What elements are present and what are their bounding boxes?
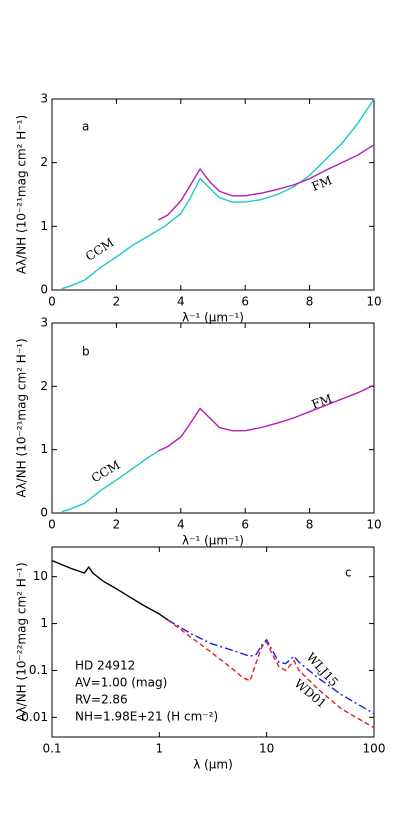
x-tick-label: 10 bbox=[366, 295, 381, 309]
series-label: FM bbox=[310, 391, 334, 411]
x-tick-label: 10 bbox=[259, 742, 274, 756]
x-tick-label: 0.1 bbox=[42, 742, 61, 756]
y-tick-label: 0.1 bbox=[29, 663, 48, 677]
series-line bbox=[51, 559, 169, 621]
x-axis-label: λ (μm) bbox=[193, 758, 233, 772]
y-axis-label: Aλ/NH (10⁻²²mag cm² H⁻¹) bbox=[15, 562, 29, 721]
x-tick-label: 10 bbox=[366, 518, 381, 532]
annotation: NH=1.98E+21 (H cm⁻²) bbox=[75, 710, 218, 724]
series-line bbox=[158, 384, 375, 452]
annotation: RV=2.86 bbox=[75, 693, 128, 707]
y-axis-label: Aλ/NH (10⁻²¹mag cm² H⁻¹) bbox=[15, 115, 29, 274]
x-tick-label: 0 bbox=[48, 295, 56, 309]
y-tick-label: 0 bbox=[40, 506, 48, 520]
series-line bbox=[167, 619, 375, 715]
y-tick-label: 2 bbox=[40, 379, 48, 393]
y-tick-label: 10 bbox=[33, 569, 48, 583]
x-tick-label: 6 bbox=[241, 518, 249, 532]
y-tick-label: 3 bbox=[40, 316, 48, 330]
y-tick-label: 1 bbox=[40, 616, 48, 630]
x-axis-label: λ⁻¹ (μm⁻¹) bbox=[182, 311, 244, 325]
y-axis-label: Aλ/NH (10⁻²¹mag cm² H⁻¹) bbox=[15, 338, 29, 497]
x-tick-label: 0 bbox=[48, 518, 56, 532]
x-tick-label: 1 bbox=[156, 742, 164, 756]
y-tick-label: 2 bbox=[40, 155, 48, 169]
x-tick-label: 4 bbox=[177, 518, 185, 532]
x-tick-label: 2 bbox=[113, 295, 121, 309]
x-tick-label: 4 bbox=[177, 295, 185, 309]
x-tick-label: 2 bbox=[113, 518, 121, 532]
y-tick-label: 3 bbox=[40, 92, 48, 106]
x-tick-label: 8 bbox=[306, 518, 314, 532]
y-tick-label: 1 bbox=[40, 442, 48, 456]
y-tick-label: 1 bbox=[40, 219, 48, 233]
panel-label: b bbox=[82, 345, 90, 359]
x-tick-label: 100 bbox=[363, 742, 386, 756]
plot-frame bbox=[51, 546, 375, 738]
y-tick-label: 0 bbox=[40, 283, 48, 297]
x-axis-label: λ⁻¹ (μm⁻¹) bbox=[182, 534, 244, 548]
series-line bbox=[167, 619, 375, 729]
panel-label: a bbox=[82, 120, 89, 134]
annotation: AV=1.00 (mag) bbox=[75, 676, 167, 690]
annotation: HD 24912 bbox=[75, 659, 135, 673]
y-tick-label: 0.01 bbox=[21, 710, 48, 724]
x-tick-label: 8 bbox=[306, 295, 314, 309]
series-line bbox=[157, 144, 375, 221]
panel-label: c bbox=[345, 566, 352, 580]
plot-frame bbox=[51, 98, 375, 291]
series-line bbox=[61, 98, 375, 290]
series-line bbox=[61, 450, 159, 513]
plot-frame bbox=[51, 322, 375, 514]
series-label: CCM bbox=[89, 458, 123, 485]
x-tick-label: 6 bbox=[241, 295, 249, 309]
